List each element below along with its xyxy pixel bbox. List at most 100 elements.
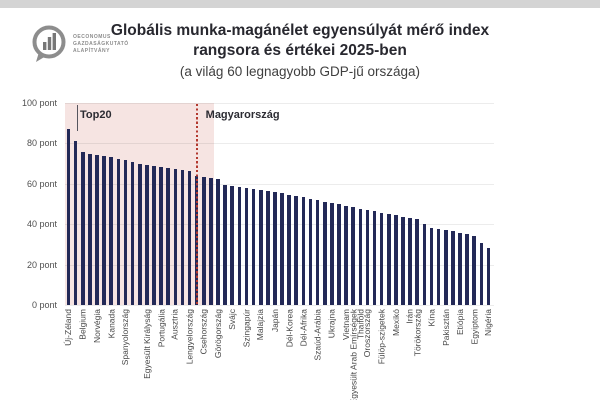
chart-title-line-1: Globális munka-magánélet egyensúlyát mér… bbox=[110, 22, 490, 39]
x-axis-label: Szingapúr bbox=[241, 309, 252, 348]
bar bbox=[166, 168, 170, 305]
bar bbox=[365, 210, 370, 305]
x-axis-label: Norvégia bbox=[91, 309, 102, 344]
bar bbox=[216, 178, 220, 305]
top20-label: Top20 bbox=[80, 109, 112, 121]
bar bbox=[358, 208, 363, 305]
chart-title-line-2: rangsora és értékei 2025-ben bbox=[193, 42, 407, 59]
bar bbox=[180, 170, 185, 305]
x-axis-label: Egyesült Királyság bbox=[141, 309, 152, 379]
x-axis-label: Belgium bbox=[77, 309, 88, 340]
x-axis-label: Svájc bbox=[227, 309, 237, 330]
bar bbox=[109, 156, 114, 305]
bar bbox=[66, 129, 71, 305]
y-axis-tick-label: 100 pont bbox=[21, 98, 57, 108]
bar bbox=[351, 207, 356, 305]
bar bbox=[294, 195, 299, 305]
bar bbox=[422, 223, 427, 305]
bar bbox=[187, 171, 192, 305]
bar bbox=[308, 198, 313, 305]
bar bbox=[152, 166, 156, 305]
bar bbox=[230, 186, 235, 305]
bar bbox=[201, 176, 206, 305]
x-axis-label: Dél-Afrika bbox=[298, 309, 309, 347]
x-axis-label: Spanyolország bbox=[120, 309, 131, 366]
x-axis-label: Kína bbox=[426, 309, 437, 327]
y-axis-tick-label: 80 pont bbox=[26, 138, 57, 149]
x-axis-label: Egyiptom bbox=[468, 309, 479, 345]
bar bbox=[436, 229, 441, 305]
grid-line bbox=[65, 224, 494, 226]
grid-line bbox=[65, 305, 494, 306]
bar bbox=[415, 218, 420, 305]
hungary-marker-line bbox=[195, 104, 198, 305]
bar bbox=[287, 194, 291, 305]
logo-line-1: OECONOMUS bbox=[73, 33, 111, 40]
bar bbox=[273, 192, 277, 305]
x-axis-label: Etiópia bbox=[454, 309, 465, 335]
oeconomus-logo: OECONOMUS GAZDASÁGKUTATÓ ALAPÍTVÁNY bbox=[30, 24, 129, 64]
bar bbox=[451, 231, 455, 305]
bar bbox=[244, 188, 249, 305]
bar bbox=[173, 169, 178, 305]
x-axis-label: Törökország bbox=[412, 309, 423, 357]
bar bbox=[344, 205, 348, 305]
bar bbox=[458, 232, 462, 305]
x-axis-label: Fülöp-szigetek bbox=[376, 309, 387, 365]
x-axis-label: Nigéria bbox=[483, 309, 494, 336]
bar bbox=[315, 200, 320, 305]
bar bbox=[408, 217, 412, 305]
bar bbox=[479, 243, 484, 305]
bar bbox=[237, 187, 242, 305]
grid-line bbox=[65, 264, 494, 266]
x-axis-label: Ukrajna bbox=[326, 309, 337, 339]
x-axis-label: Oroszország bbox=[362, 309, 373, 358]
x-axis-label: Dél-Korea bbox=[283, 309, 294, 348]
bar bbox=[88, 154, 92, 305]
bar bbox=[258, 190, 263, 305]
bar-chart-speech-bubble-icon bbox=[32, 25, 66, 62]
x-axis-label: Pakisztán bbox=[440, 309, 451, 346]
bar bbox=[251, 189, 256, 305]
grid-line bbox=[65, 103, 494, 104]
bar bbox=[209, 177, 213, 305]
x-axis-label: Mexikó bbox=[390, 309, 401, 336]
bar bbox=[372, 211, 377, 305]
logo-line-3: ALAPÍTVÁNY bbox=[73, 47, 110, 54]
top20-tick-mark bbox=[77, 105, 78, 131]
bar bbox=[123, 159, 128, 305]
bar bbox=[266, 191, 270, 305]
y-axis-tick-label: 20 pont bbox=[26, 259, 57, 270]
x-axis-label: Csehország bbox=[198, 309, 209, 355]
bar bbox=[301, 197, 306, 305]
bar bbox=[73, 140, 78, 305]
bar bbox=[137, 163, 142, 305]
y-axis-tick-label: 40 pont bbox=[26, 219, 57, 230]
bar bbox=[401, 216, 405, 305]
bar bbox=[443, 230, 448, 305]
bar bbox=[322, 201, 327, 305]
x-axis-label: Ausztria bbox=[170, 309, 181, 340]
x-axis-label: Malajzia bbox=[255, 309, 266, 341]
bar bbox=[145, 165, 149, 305]
bar bbox=[429, 228, 434, 305]
y-axis-tick-label: 0 pont bbox=[31, 300, 57, 310]
y-axis-tick-label: 60 pont bbox=[26, 178, 57, 189]
x-axis-label: Japán bbox=[269, 309, 280, 333]
x-axis-label: Portugália bbox=[155, 309, 166, 348]
x-axis-label: Görögország bbox=[212, 309, 223, 359]
bar bbox=[223, 185, 227, 305]
bar bbox=[159, 167, 163, 305]
hungary-label: Magyarország bbox=[205, 109, 280, 121]
bar bbox=[116, 159, 121, 305]
bar bbox=[102, 155, 106, 305]
bar bbox=[394, 215, 398, 305]
bar bbox=[95, 155, 99, 305]
logo-text: OECONOMUS GAZDASÁGKUTATÓ ALAPÍTVÁNY bbox=[73, 33, 129, 54]
bar bbox=[330, 202, 334, 305]
grid-line bbox=[65, 183, 494, 185]
grid-line bbox=[65, 143, 494, 145]
bar bbox=[130, 161, 135, 305]
bar bbox=[280, 193, 284, 305]
